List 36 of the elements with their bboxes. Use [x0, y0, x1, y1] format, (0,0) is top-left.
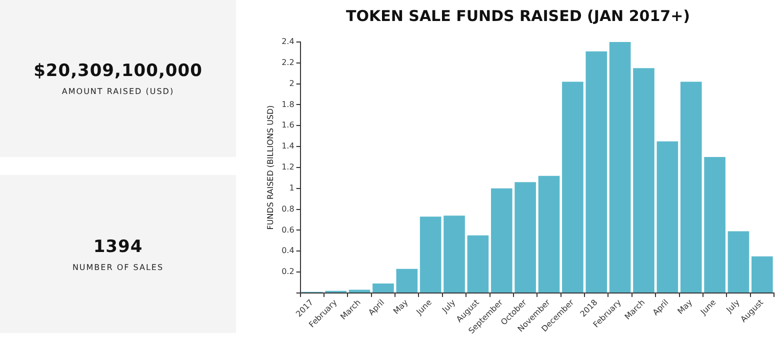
y-tick-label: 2.2 — [282, 58, 294, 67]
bar — [444, 216, 465, 292]
bar — [514, 182, 536, 292]
bar — [609, 42, 631, 292]
text: AMOUNT RAISED (USD) — [62, 87, 174, 96]
y-tick-label: 0.2 — [282, 267, 294, 276]
bar — [396, 268, 418, 292]
bar — [348, 290, 370, 292]
bar — [704, 157, 726, 292]
bar — [490, 188, 512, 292]
y-tick-label: 2.4 — [282, 37, 294, 46]
y-axis-title: FUNDS RAISED (BILLIONS USD) — [266, 105, 275, 230]
text: 1394 — [93, 236, 143, 256]
bar — [656, 141, 678, 292]
text: $20,309,100,000 — [34, 61, 202, 81]
y-tick-label: 1.8 — [282, 100, 294, 109]
bar — [728, 231, 750, 292]
bar — [420, 216, 442, 292]
bar — [586, 51, 608, 292]
bar — [538, 176, 560, 292]
y-tick-label: 1.2 — [282, 162, 294, 172]
y-tick-label: 0.4 — [282, 246, 294, 256]
chart-title: TOKEN SALE FUNDS RAISED (JAN 2017+) — [346, 6, 690, 25]
y-tick-label: 2 — [289, 78, 294, 88]
bar — [680, 82, 702, 292]
bar — [372, 284, 394, 292]
y-tick-label: 0.6 — [282, 225, 294, 234]
bar — [752, 256, 773, 292]
bar — [467, 235, 489, 292]
y-tick-label: 0.8 — [282, 204, 294, 214]
bar — [562, 82, 584, 292]
y-tick-label: 1.6 — [282, 120, 294, 130]
y-tick-label: 1.4 — [282, 142, 294, 151]
y-tick-label: 1 — [289, 183, 294, 192]
text: NUMBER OF SALES — [72, 262, 164, 272]
bar — [633, 68, 654, 292]
